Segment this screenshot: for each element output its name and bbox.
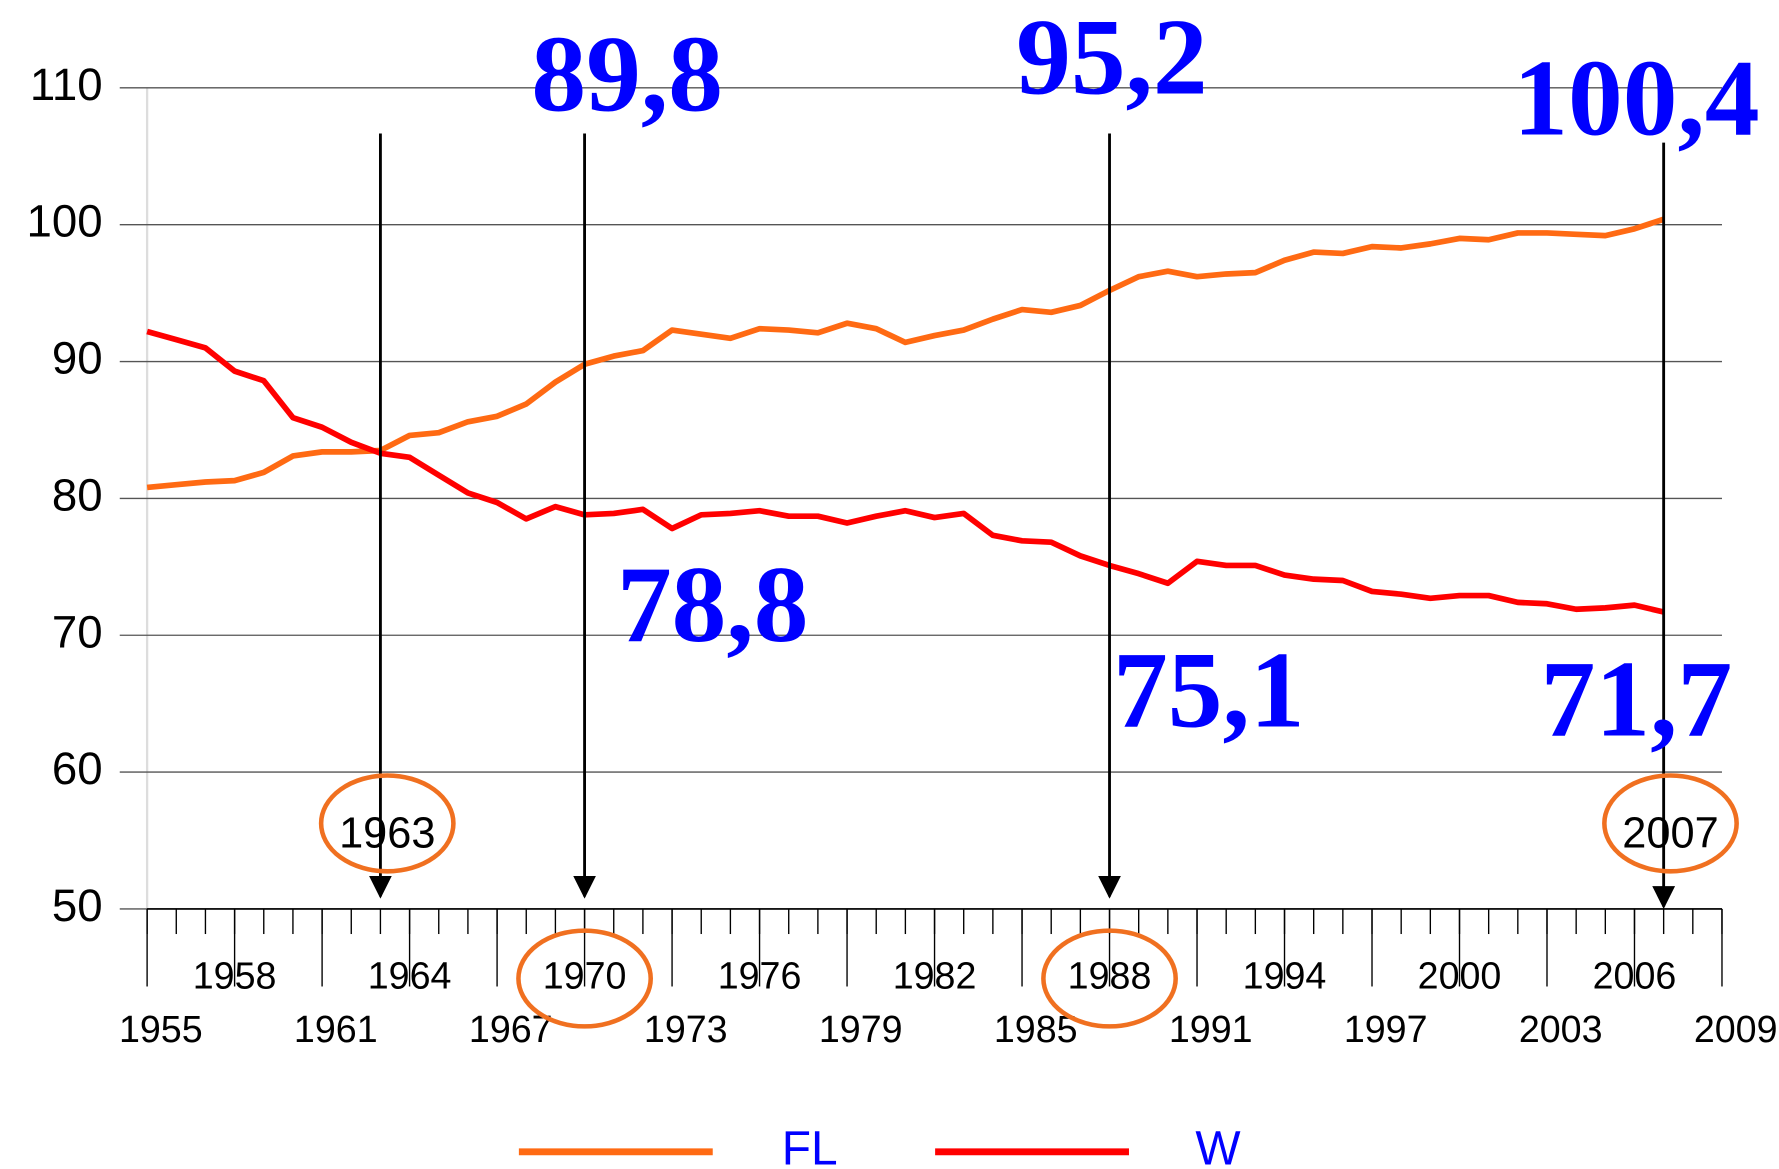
x-tick-label: 1958 bbox=[193, 954, 277, 996]
x-tick-label: 2003 bbox=[1519, 1008, 1603, 1050]
x-tick-label: 1994 bbox=[1243, 954, 1327, 996]
x-tick-label: 1982 bbox=[893, 954, 977, 996]
x-tick-label: 1970 bbox=[543, 954, 627, 996]
x-tick-label: 1961 bbox=[294, 1008, 378, 1050]
value-label: 100,4 bbox=[1513, 37, 1759, 159]
highlight-label: 2007 bbox=[1622, 809, 1718, 857]
y-tick-label: 50 bbox=[52, 880, 103, 931]
value-label: 95,2 bbox=[1016, 0, 1208, 118]
highlight-circle bbox=[1602, 773, 1739, 874]
x-tick-label: 1973 bbox=[644, 1008, 728, 1050]
x-tick-label: 1979 bbox=[819, 1008, 903, 1050]
x-tick-label: 2000 bbox=[1418, 954, 1502, 996]
legend-label: FL bbox=[782, 1122, 838, 1169]
value-label: 89,8 bbox=[531, 13, 723, 135]
y-tick-label: 110 bbox=[30, 59, 103, 110]
value-label: 78,8 bbox=[617, 543, 809, 665]
line-series bbox=[146, 216, 1665, 491]
x-tick-label: 1997 bbox=[1344, 1008, 1428, 1050]
highlight-circle bbox=[516, 928, 653, 1029]
y-tick-label: 90 bbox=[52, 333, 103, 384]
highlight-circle bbox=[318, 773, 456, 874]
x-tick-label: 1988 bbox=[1068, 954, 1152, 996]
line-series bbox=[146, 328, 1665, 615]
y-tick-label: 60 bbox=[52, 743, 103, 794]
y-tick-label: 70 bbox=[52, 606, 103, 657]
x-tick-label: 1955 bbox=[119, 1008, 203, 1050]
value-label: 71,7 bbox=[1541, 638, 1733, 760]
x-tick-label: 1976 bbox=[718, 954, 802, 996]
legend-label: W bbox=[1195, 1122, 1241, 1169]
y-tick-label: 80 bbox=[52, 469, 103, 520]
highlight-label: 1963 bbox=[339, 809, 435, 857]
value-label: 75,1 bbox=[1113, 628, 1305, 750]
x-tick-label: 1964 bbox=[368, 954, 452, 996]
highlight-circle bbox=[1041, 928, 1178, 1029]
x-tick-label: 2009 bbox=[1694, 1008, 1778, 1050]
y-tick-label: 100 bbox=[27, 196, 103, 247]
x-tick-label: 2006 bbox=[1593, 954, 1677, 996]
x-tick-label: 1991 bbox=[1169, 1008, 1253, 1050]
